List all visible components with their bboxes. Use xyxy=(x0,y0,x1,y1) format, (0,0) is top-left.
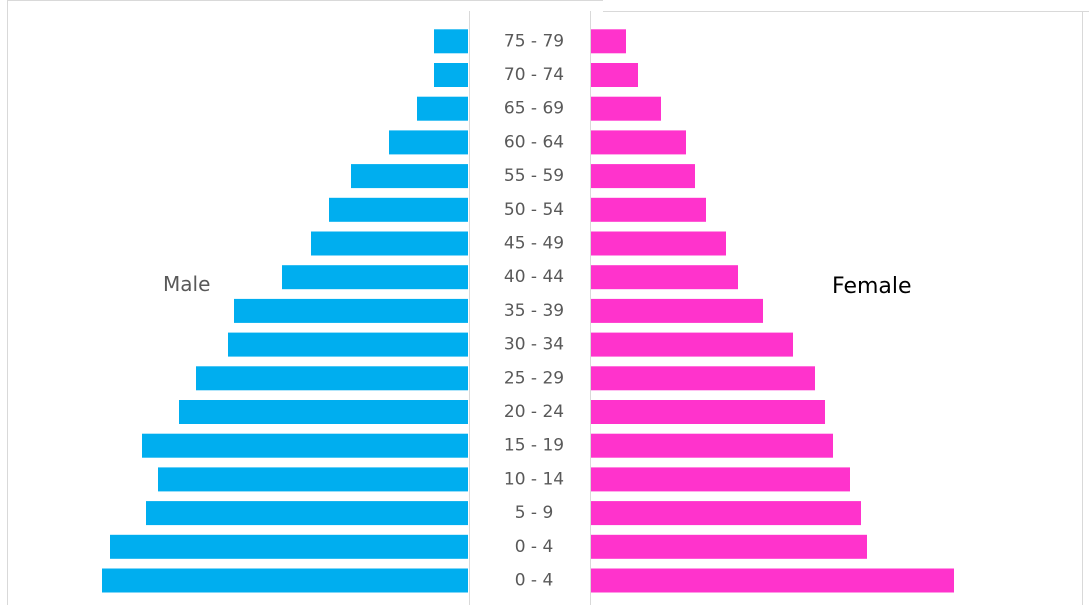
male-bar xyxy=(311,231,468,256)
female-bar xyxy=(591,298,763,323)
age-group-tick-label: 40 - 44 xyxy=(504,267,564,287)
male-bar xyxy=(110,534,468,559)
male-bar xyxy=(434,29,468,54)
male-bar xyxy=(351,164,468,189)
male-bar xyxy=(196,366,468,391)
female-bar xyxy=(591,231,726,256)
female-bar xyxy=(591,96,661,121)
male-bar xyxy=(158,467,468,492)
bars-group xyxy=(102,29,954,593)
male-bar xyxy=(389,130,468,155)
female-bar xyxy=(591,265,738,290)
male-bar xyxy=(228,332,468,357)
male-bar xyxy=(329,197,468,222)
series-label-male: Male xyxy=(163,272,211,296)
male-bar xyxy=(102,568,468,593)
age-group-tick-label: 70 - 74 xyxy=(504,65,564,85)
age-group-tick-label: 20 - 24 xyxy=(504,402,564,422)
series-label-female: Female xyxy=(832,274,912,299)
male-bar xyxy=(234,298,468,323)
female-bar xyxy=(591,63,638,87)
female-bar xyxy=(591,197,706,222)
female-bar xyxy=(591,568,954,593)
age-group-tick-label: 60 - 64 xyxy=(504,132,564,152)
age-group-tick-label: 75 - 79 xyxy=(504,31,564,51)
female-bar xyxy=(591,130,686,155)
age-group-tick-label: 55 - 59 xyxy=(504,166,564,186)
age-group-tick-label: 10 - 14 xyxy=(504,469,564,489)
age-group-tick-label: 35 - 39 xyxy=(504,301,564,321)
male-bar xyxy=(142,433,468,458)
female-bar xyxy=(591,366,815,391)
female-bar xyxy=(591,467,850,492)
female-bar xyxy=(591,534,867,559)
age-group-tick-label: 0 - 4 xyxy=(515,537,554,557)
male-bar xyxy=(146,501,468,526)
female-bar xyxy=(591,433,833,458)
age-group-tick-label: 15 - 19 xyxy=(504,436,564,456)
male-bar xyxy=(282,265,468,290)
age-group-tick-label: 50 - 54 xyxy=(504,200,564,220)
male-bar xyxy=(434,63,468,87)
male-bar xyxy=(179,400,468,424)
female-bar xyxy=(591,400,825,424)
tick-labels-group: 0 - 4 0 - 4 5 - 9 10 - 14 15 - 19 20 - 24 25 -… xyxy=(504,31,564,590)
age-group-tick-label: 25 - 29 xyxy=(504,368,564,388)
female-bar xyxy=(591,164,695,189)
age-group-tick-label: 45 - 49 xyxy=(504,234,564,254)
age-group-tick-label: 65 - 69 xyxy=(504,99,564,119)
female-bar xyxy=(591,501,861,526)
age-group-tick-label: 0 - 4 xyxy=(515,571,554,591)
female-bar xyxy=(591,29,626,54)
male-bar xyxy=(417,96,468,121)
age-group-tick-label: 5 - 9 xyxy=(515,503,554,523)
age-group-tick-label: 30 - 34 xyxy=(504,335,564,355)
female-bar xyxy=(591,332,793,357)
